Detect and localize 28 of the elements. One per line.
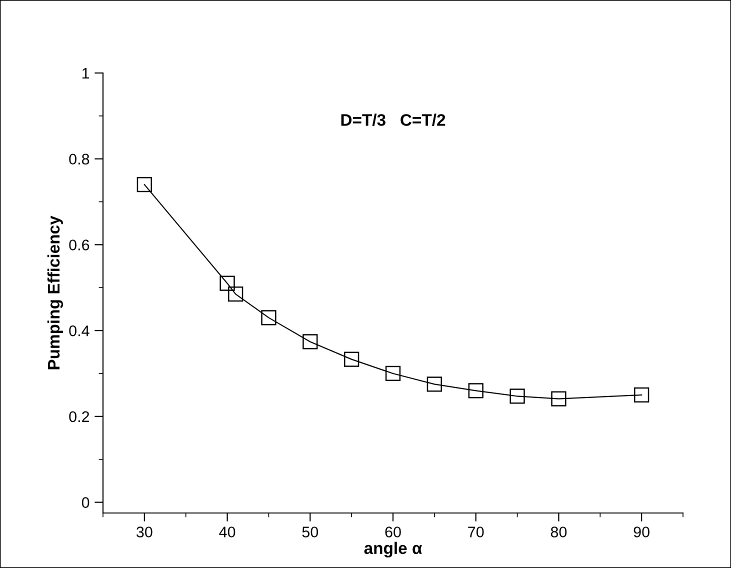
y-tick-label: 0.4 bbox=[69, 325, 90, 336]
x-tick-label: 90 bbox=[634, 526, 650, 538]
point bbox=[551, 391, 566, 406]
y-tick-label: 0.8 bbox=[69, 154, 90, 165]
annotation: D=T/3 C=T/2 bbox=[341, 114, 446, 126]
point bbox=[468, 383, 484, 398]
point bbox=[510, 388, 525, 404]
y-tick-label: 1 bbox=[82, 68, 90, 79]
point bbox=[228, 286, 244, 302]
x-tick-label: 50 bbox=[302, 526, 318, 538]
x-tick-label: 60 bbox=[385, 526, 401, 538]
x-tick-label: 70 bbox=[468, 526, 484, 538]
x-tick-label: 40 bbox=[219, 526, 236, 538]
y-tick-label: 0 bbox=[82, 497, 90, 508]
point bbox=[302, 334, 318, 350]
point bbox=[344, 352, 360, 367]
point bbox=[261, 310, 276, 326]
point bbox=[426, 376, 442, 392]
point bbox=[220, 276, 235, 291]
point bbox=[136, 177, 152, 192]
x-axis-title: angle α bbox=[364, 542, 422, 558]
point bbox=[634, 387, 650, 403]
y-tick-label: 0.6 bbox=[69, 240, 90, 250]
x-tick-label: 30 bbox=[136, 526, 152, 538]
y-axis-title: Pumping Efficiency bbox=[47, 216, 64, 370]
point bbox=[385, 366, 401, 382]
x-tick-label: 80 bbox=[550, 526, 567, 538]
y-tick-label: 0.2 bbox=[69, 411, 90, 422]
